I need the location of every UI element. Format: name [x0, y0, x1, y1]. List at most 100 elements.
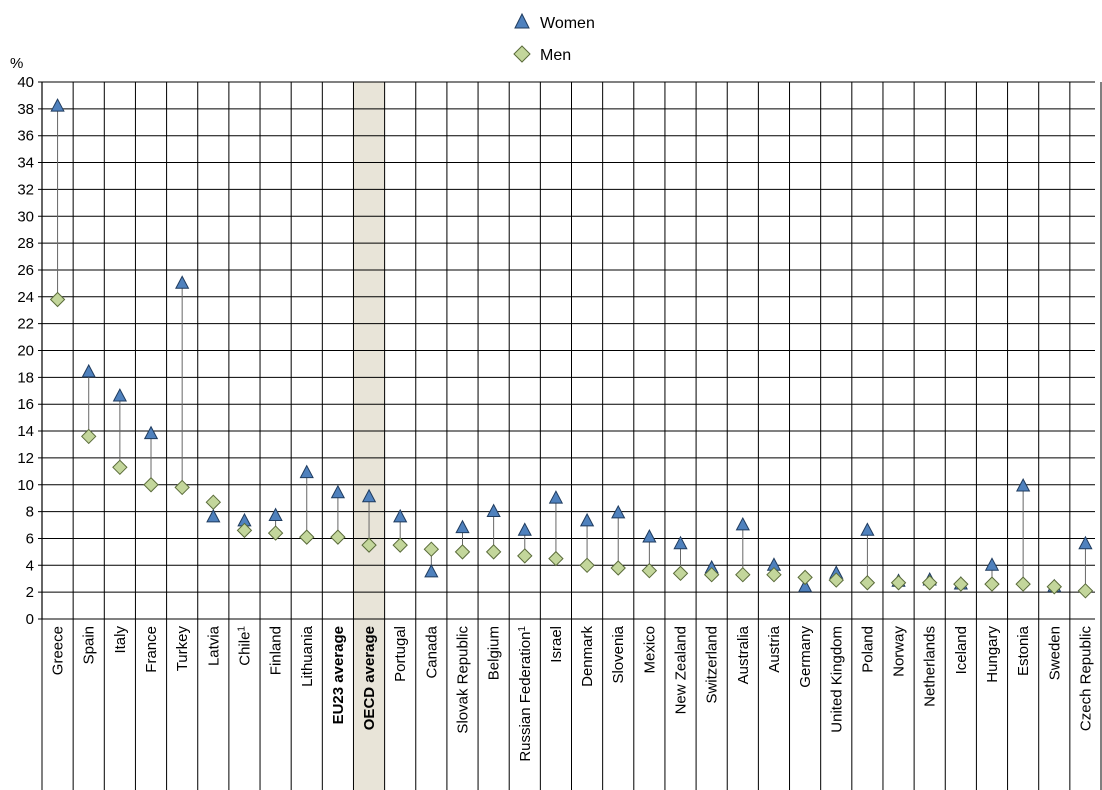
women-point-poland	[860, 522, 875, 536]
highlight-column-oecd-average	[353, 82, 385, 790]
men-point-estonia	[1015, 576, 1031, 592]
y-tick-label-16: 16	[17, 396, 34, 413]
men-point-switzerland	[703, 566, 720, 583]
y-tick-label-20: 20	[17, 343, 34, 360]
category-label-denmark: Denmark	[579, 626, 596, 687]
category-label-sweden: Sweden	[1046, 626, 1063, 680]
women-point-greece	[50, 98, 65, 112]
women-point-germany	[797, 578, 813, 593]
category-label-greece: Greece	[50, 626, 67, 675]
y-tick-label-0: 0	[26, 611, 34, 628]
legend-women-marker	[514, 12, 530, 29]
men-point-iceland	[953, 576, 969, 592]
men-point-canada	[423, 541, 440, 557]
women-point-portugal	[393, 508, 408, 523]
women-point-australia	[735, 516, 750, 531]
women-point-denmark	[579, 512, 595, 527]
category-label-germany: Germany	[797, 626, 814, 688]
y-tick-label-12: 12	[17, 450, 34, 467]
y-tick-label-22: 22	[17, 316, 34, 333]
grid-layer	[38, 81, 1102, 790]
category-label-slovak-republic: Slovak Republic	[454, 626, 471, 734]
women-point-spain	[81, 363, 96, 378]
category-label-italy: Italy	[112, 626, 129, 654]
y-tick-label-36: 36	[17, 128, 34, 145]
category-label-belgium: Belgium	[486, 626, 503, 680]
men-point-italy	[112, 459, 128, 476]
y-tick-label-32: 32	[17, 181, 34, 198]
y-tick-label-10: 10	[17, 477, 34, 494]
men-point-australia	[735, 566, 751, 583]
women-point-oecd-average	[361, 488, 377, 503]
category-label-russian-federation: Russian Federation1	[516, 626, 534, 762]
men-point-russian-federation	[517, 548, 533, 564]
women-point-eu23-average	[330, 484, 346, 499]
legend: Women Men	[513, 12, 595, 64]
men-point-latvia	[205, 494, 222, 510]
y-tick-label-4: 4	[26, 557, 34, 574]
women-point-latvia	[206, 508, 221, 523]
category-label-chile: Chile1	[236, 626, 254, 666]
category-label-spain: Spain	[81, 626, 98, 664]
category-label-united-kingdom: United Kingdom	[828, 626, 845, 733]
category-label-oecd-average: OECD average	[361, 626, 378, 730]
category-label-poland: Poland	[859, 626, 876, 673]
women-point-italy	[112, 388, 127, 402]
y-tick-label-26: 26	[17, 262, 34, 279]
men-point-norway	[890, 575, 907, 591]
category-label-iceland: Iceland	[953, 626, 970, 674]
y-axis-unit-label: %	[10, 55, 23, 72]
y-tick-label-30: 30	[17, 208, 34, 225]
y-tick-label-24: 24	[17, 289, 34, 306]
men-point-poland	[859, 575, 876, 591]
women-point-estonia	[1016, 478, 1031, 492]
women-point-france	[143, 425, 159, 440]
category-footnote-chile: 1	[236, 626, 247, 632]
men-point-new-zealand	[672, 565, 689, 582]
men-point-eu23-average	[330, 529, 346, 545]
women-point-slovak-republic	[455, 519, 470, 534]
men-point-spain	[81, 428, 97, 445]
women-point-hungary	[984, 557, 1000, 571]
women-point-canada	[424, 563, 439, 578]
men-point-austria	[766, 566, 782, 583]
men-point-chile	[236, 522, 253, 539]
women-point-mexico	[642, 529, 657, 543]
category-label-netherlands: Netherlands	[922, 626, 939, 707]
y-tick-label-40: 40	[17, 74, 34, 91]
y-tick-label-2: 2	[26, 584, 34, 601]
category-label-eu23-average: EU23 average	[330, 626, 347, 724]
men-point-hungary	[984, 576, 1000, 592]
category-label-israel: Israel	[548, 626, 565, 663]
men-point-slovak-republic	[454, 544, 471, 560]
women-point-lithuania	[299, 464, 314, 479]
category-footnote-russian-federation: 1	[516, 626, 527, 632]
category-label-czech-republic: Czech Republic	[1077, 626, 1094, 732]
men-point-slovenia	[610, 560, 626, 576]
men-point-denmark	[579, 557, 595, 574]
category-label-latvia: Latvia	[205, 625, 222, 666]
women-point-czech-republic	[1078, 535, 1093, 550]
y-tick-label-28: 28	[17, 235, 34, 252]
men-point-israel	[548, 550, 564, 567]
men-point-united-kingdom	[828, 572, 844, 588]
category-label-austria: Austria	[766, 625, 783, 672]
legend-women-label: Women	[540, 15, 595, 32]
men-point-lithuania	[299, 529, 315, 545]
women-point-finland	[268, 507, 283, 522]
category-label-switzerland: Switzerland	[704, 626, 721, 704]
category-label-mexico: Mexico	[641, 626, 658, 674]
label-layer: Greece Spain Italy France Turkey Latvia Chile1…	[50, 625, 1095, 761]
men-point-oecd-average	[361, 537, 377, 553]
y-tick-label-18: 18	[17, 369, 34, 386]
y-tick-label-14: 14	[17, 423, 34, 440]
category-label-new-zealand: New Zealand	[673, 626, 690, 714]
men-point-mexico	[641, 562, 658, 579]
category-label-portugal: Portugal	[392, 626, 409, 682]
category-label-lithuania: Lithuania	[299, 625, 316, 687]
category-label-australia: Australia	[735, 625, 752, 684]
y-tick-label-6: 6	[26, 530, 34, 547]
category-label-finland: Finland	[268, 626, 285, 675]
